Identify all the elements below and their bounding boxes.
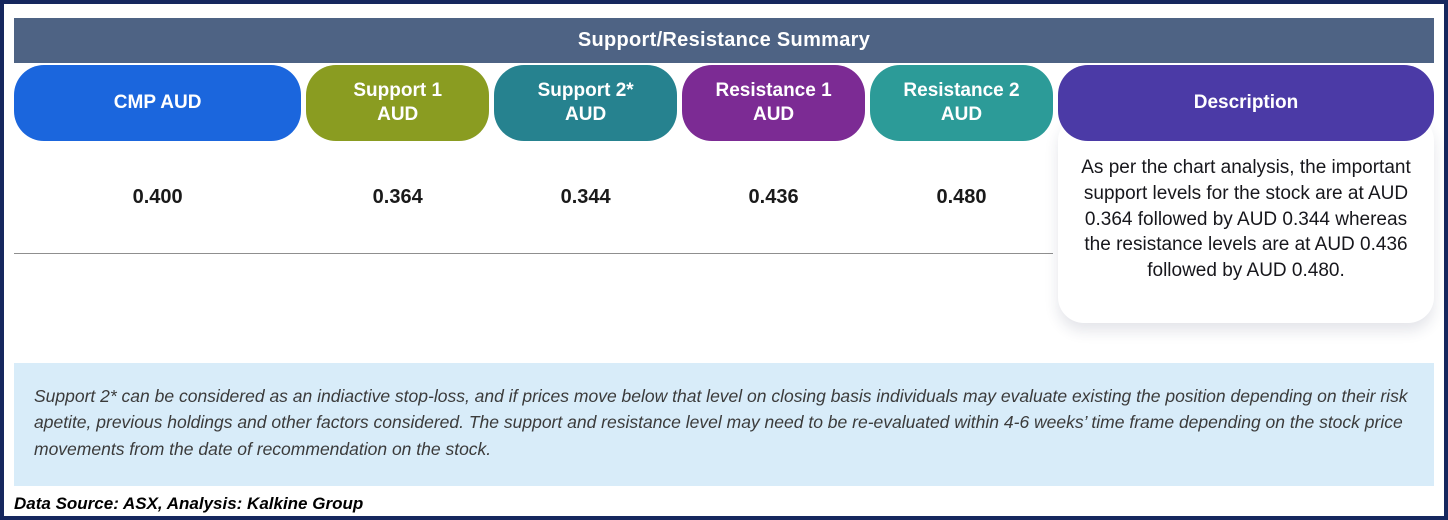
column-header-description: Description: [1058, 65, 1434, 141]
table-body: CMP AUD 0.400 Support 1 AUD 0.364 Suppor…: [14, 65, 1434, 323]
column-header-resistance-1: Resistance 1 AUD: [682, 65, 866, 141]
data-source: Data Source: ASX, Analysis: Kalkine Grou…: [14, 493, 364, 513]
column-header-cmp: CMP AUD: [14, 65, 302, 141]
column-resistance-1: Resistance 1 AUD 0.436: [682, 65, 866, 253]
column-support-2: Support 2* AUD 0.344: [494, 65, 678, 253]
cell-value-resistance-2: 0.480: [936, 185, 987, 208]
cell-value-resistance-1: 0.436: [748, 185, 799, 208]
cell-value-support-1: 0.364: [372, 185, 423, 208]
column-header-support-1: Support 1 AUD: [306, 65, 490, 141]
column-header-resistance-2: Resistance 2 AUD: [870, 65, 1053, 141]
column-cmp: CMP AUD 0.400: [14, 65, 302, 253]
description-column: Description As per the chart analysis, t…: [1058, 65, 1434, 323]
cell-value-support-2: 0.344: [560, 185, 611, 208]
value-columns-group: CMP AUD 0.400 Support 1 AUD 0.364 Suppor…: [14, 65, 1053, 254]
column-header-support-2: Support 2* AUD: [494, 65, 678, 141]
table-title: Support/Resistance Summary: [14, 18, 1434, 63]
column-support-1: Support 1 AUD 0.364: [306, 65, 490, 253]
footnote: Support 2* can be considered as an india…: [14, 363, 1434, 486]
value-columns: CMP AUD 0.400 Support 1 AUD 0.364 Suppor…: [14, 65, 1053, 253]
cell-value-cmp: 0.400: [132, 185, 183, 208]
description-card: As per the chart analysis, the important…: [1058, 115, 1434, 323]
column-resistance-2: Resistance 2 AUD 0.480: [870, 65, 1053, 253]
description-text: As per the chart analysis, the important…: [1081, 157, 1411, 282]
